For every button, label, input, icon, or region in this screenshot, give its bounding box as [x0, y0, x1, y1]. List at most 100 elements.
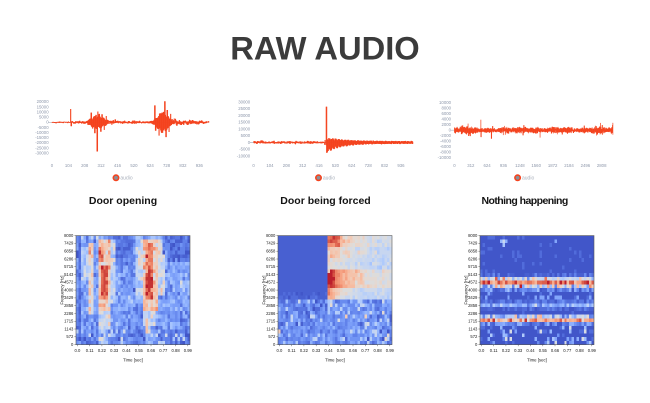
svg-text:0.99: 0.99 — [588, 348, 597, 353]
svg-text:4000: 4000 — [441, 116, 451, 121]
svg-text:6286: 6286 — [266, 256, 276, 261]
svg-text:8000: 8000 — [266, 233, 276, 238]
svg-text:0.44: 0.44 — [122, 348, 131, 353]
svg-text:-25000: -25000 — [35, 145, 49, 150]
svg-text:-6000: -6000 — [440, 144, 452, 149]
svg-text:0.33: 0.33 — [514, 348, 523, 353]
svg-text:728: 728 — [365, 163, 373, 168]
svg-text:624: 624 — [147, 163, 155, 168]
svg-text:Door opening: Door opening — [89, 195, 157, 207]
svg-text:2184: 2184 — [564, 163, 574, 168]
svg-text:Door being forced: Door being forced — [280, 195, 370, 207]
svg-text:0.88: 0.88 — [172, 348, 181, 353]
svg-text:5143: 5143 — [468, 272, 478, 277]
svg-text:0: 0 — [453, 163, 456, 168]
svg-text:416: 416 — [316, 163, 324, 168]
svg-text:10000: 10000 — [238, 126, 251, 131]
svg-text:5715: 5715 — [266, 264, 276, 269]
svg-text:0.77: 0.77 — [563, 348, 572, 353]
svg-text:728: 728 — [163, 163, 171, 168]
svg-text:4572: 4572 — [266, 280, 276, 285]
svg-text:2858: 2858 — [266, 303, 276, 308]
svg-text:208: 208 — [81, 163, 89, 168]
svg-text:0: 0 — [449, 128, 452, 133]
svg-text:0.0: 0.0 — [478, 348, 484, 353]
svg-text:832: 832 — [381, 163, 389, 168]
svg-text:audio: audio — [522, 176, 534, 182]
svg-text:6858: 6858 — [64, 249, 74, 254]
svg-text:Time [sec]: Time [sec] — [123, 358, 143, 363]
svg-text:5715: 5715 — [64, 264, 74, 269]
svg-text:0.22: 0.22 — [98, 348, 107, 353]
svg-text:6286: 6286 — [64, 256, 74, 261]
svg-text:624: 624 — [348, 163, 356, 168]
svg-text:0.44: 0.44 — [324, 348, 333, 353]
svg-text:6858: 6858 — [266, 249, 276, 254]
svg-text:Nothing happening: Nothing happening — [481, 195, 567, 207]
svg-text:0.44: 0.44 — [526, 348, 535, 353]
svg-text:4572: 4572 — [468, 280, 478, 285]
svg-text:0: 0 — [71, 342, 74, 347]
svg-text:416: 416 — [114, 163, 122, 168]
svg-text:Time [sec]: Time [sec] — [325, 358, 345, 363]
svg-text:-5000: -5000 — [38, 125, 50, 130]
svg-text:208: 208 — [283, 163, 291, 168]
svg-text:0.11: 0.11 — [490, 348, 499, 353]
svg-text:7429: 7429 — [266, 241, 276, 246]
svg-text:520: 520 — [332, 163, 340, 168]
svg-text:0.77: 0.77 — [159, 348, 168, 353]
svg-text:2000: 2000 — [441, 122, 451, 127]
svg-text:3429: 3429 — [468, 295, 478, 300]
svg-text:8000: 8000 — [441, 105, 451, 110]
svg-text:104: 104 — [65, 163, 73, 168]
svg-text:0: 0 — [475, 342, 478, 347]
svg-text:0: 0 — [248, 140, 251, 145]
svg-text:-30000: -30000 — [35, 150, 49, 155]
svg-text:0: 0 — [273, 342, 276, 347]
svg-text:15000: 15000 — [238, 120, 251, 125]
svg-text:0.0: 0.0 — [74, 348, 80, 353]
svg-text:2286: 2286 — [64, 311, 74, 316]
svg-text:0.33: 0.33 — [312, 348, 321, 353]
svg-text:312: 312 — [98, 163, 106, 168]
svg-text:4000: 4000 — [266, 287, 276, 292]
svg-text:6000: 6000 — [441, 111, 451, 116]
svg-text:25000: 25000 — [238, 106, 251, 111]
svg-text:-4000: -4000 — [440, 139, 452, 144]
svg-text:7429: 7429 — [468, 241, 478, 246]
svg-text:2286: 2286 — [266, 311, 276, 316]
svg-text:936: 936 — [500, 163, 508, 168]
svg-text:0.22: 0.22 — [300, 348, 309, 353]
svg-text:0.99: 0.99 — [386, 348, 395, 353]
svg-text:312: 312 — [467, 163, 475, 168]
svg-text:1143: 1143 — [64, 326, 74, 331]
svg-text:5143: 5143 — [64, 272, 74, 277]
svg-text:RAW AUDIO: RAW AUDIO — [230, 29, 419, 66]
svg-text:0: 0 — [46, 120, 49, 125]
svg-text:520: 520 — [130, 163, 138, 168]
svg-text:0.55: 0.55 — [337, 348, 346, 353]
svg-text:5000: 5000 — [241, 133, 251, 138]
svg-text:Time [sec]: Time [sec] — [527, 358, 547, 363]
svg-text:2286: 2286 — [468, 311, 478, 316]
svg-text:0.55: 0.55 — [539, 348, 548, 353]
svg-text:audio: audio — [323, 176, 335, 182]
svg-text:572: 572 — [66, 334, 74, 339]
svg-text:Frequency [Hz]: Frequency [Hz] — [262, 276, 267, 305]
svg-text:10000: 10000 — [439, 100, 452, 105]
svg-text:0: 0 — [252, 163, 255, 168]
svg-text:0.11: 0.11 — [86, 348, 95, 353]
svg-text:0.66: 0.66 — [551, 348, 560, 353]
svg-text:0.11: 0.11 — [288, 348, 297, 353]
svg-text:1715: 1715 — [64, 319, 74, 324]
svg-text:8000: 8000 — [468, 233, 478, 238]
svg-text:2808: 2808 — [597, 163, 607, 168]
svg-text:4000: 4000 — [468, 287, 478, 292]
svg-text:10000: 10000 — [37, 109, 50, 114]
svg-text:1143: 1143 — [266, 326, 276, 331]
svg-text:3429: 3429 — [266, 295, 276, 300]
svg-text:15000: 15000 — [37, 104, 50, 109]
svg-text:0.88: 0.88 — [374, 348, 383, 353]
svg-text:0.66: 0.66 — [349, 348, 358, 353]
svg-text:0.66: 0.66 — [147, 348, 156, 353]
